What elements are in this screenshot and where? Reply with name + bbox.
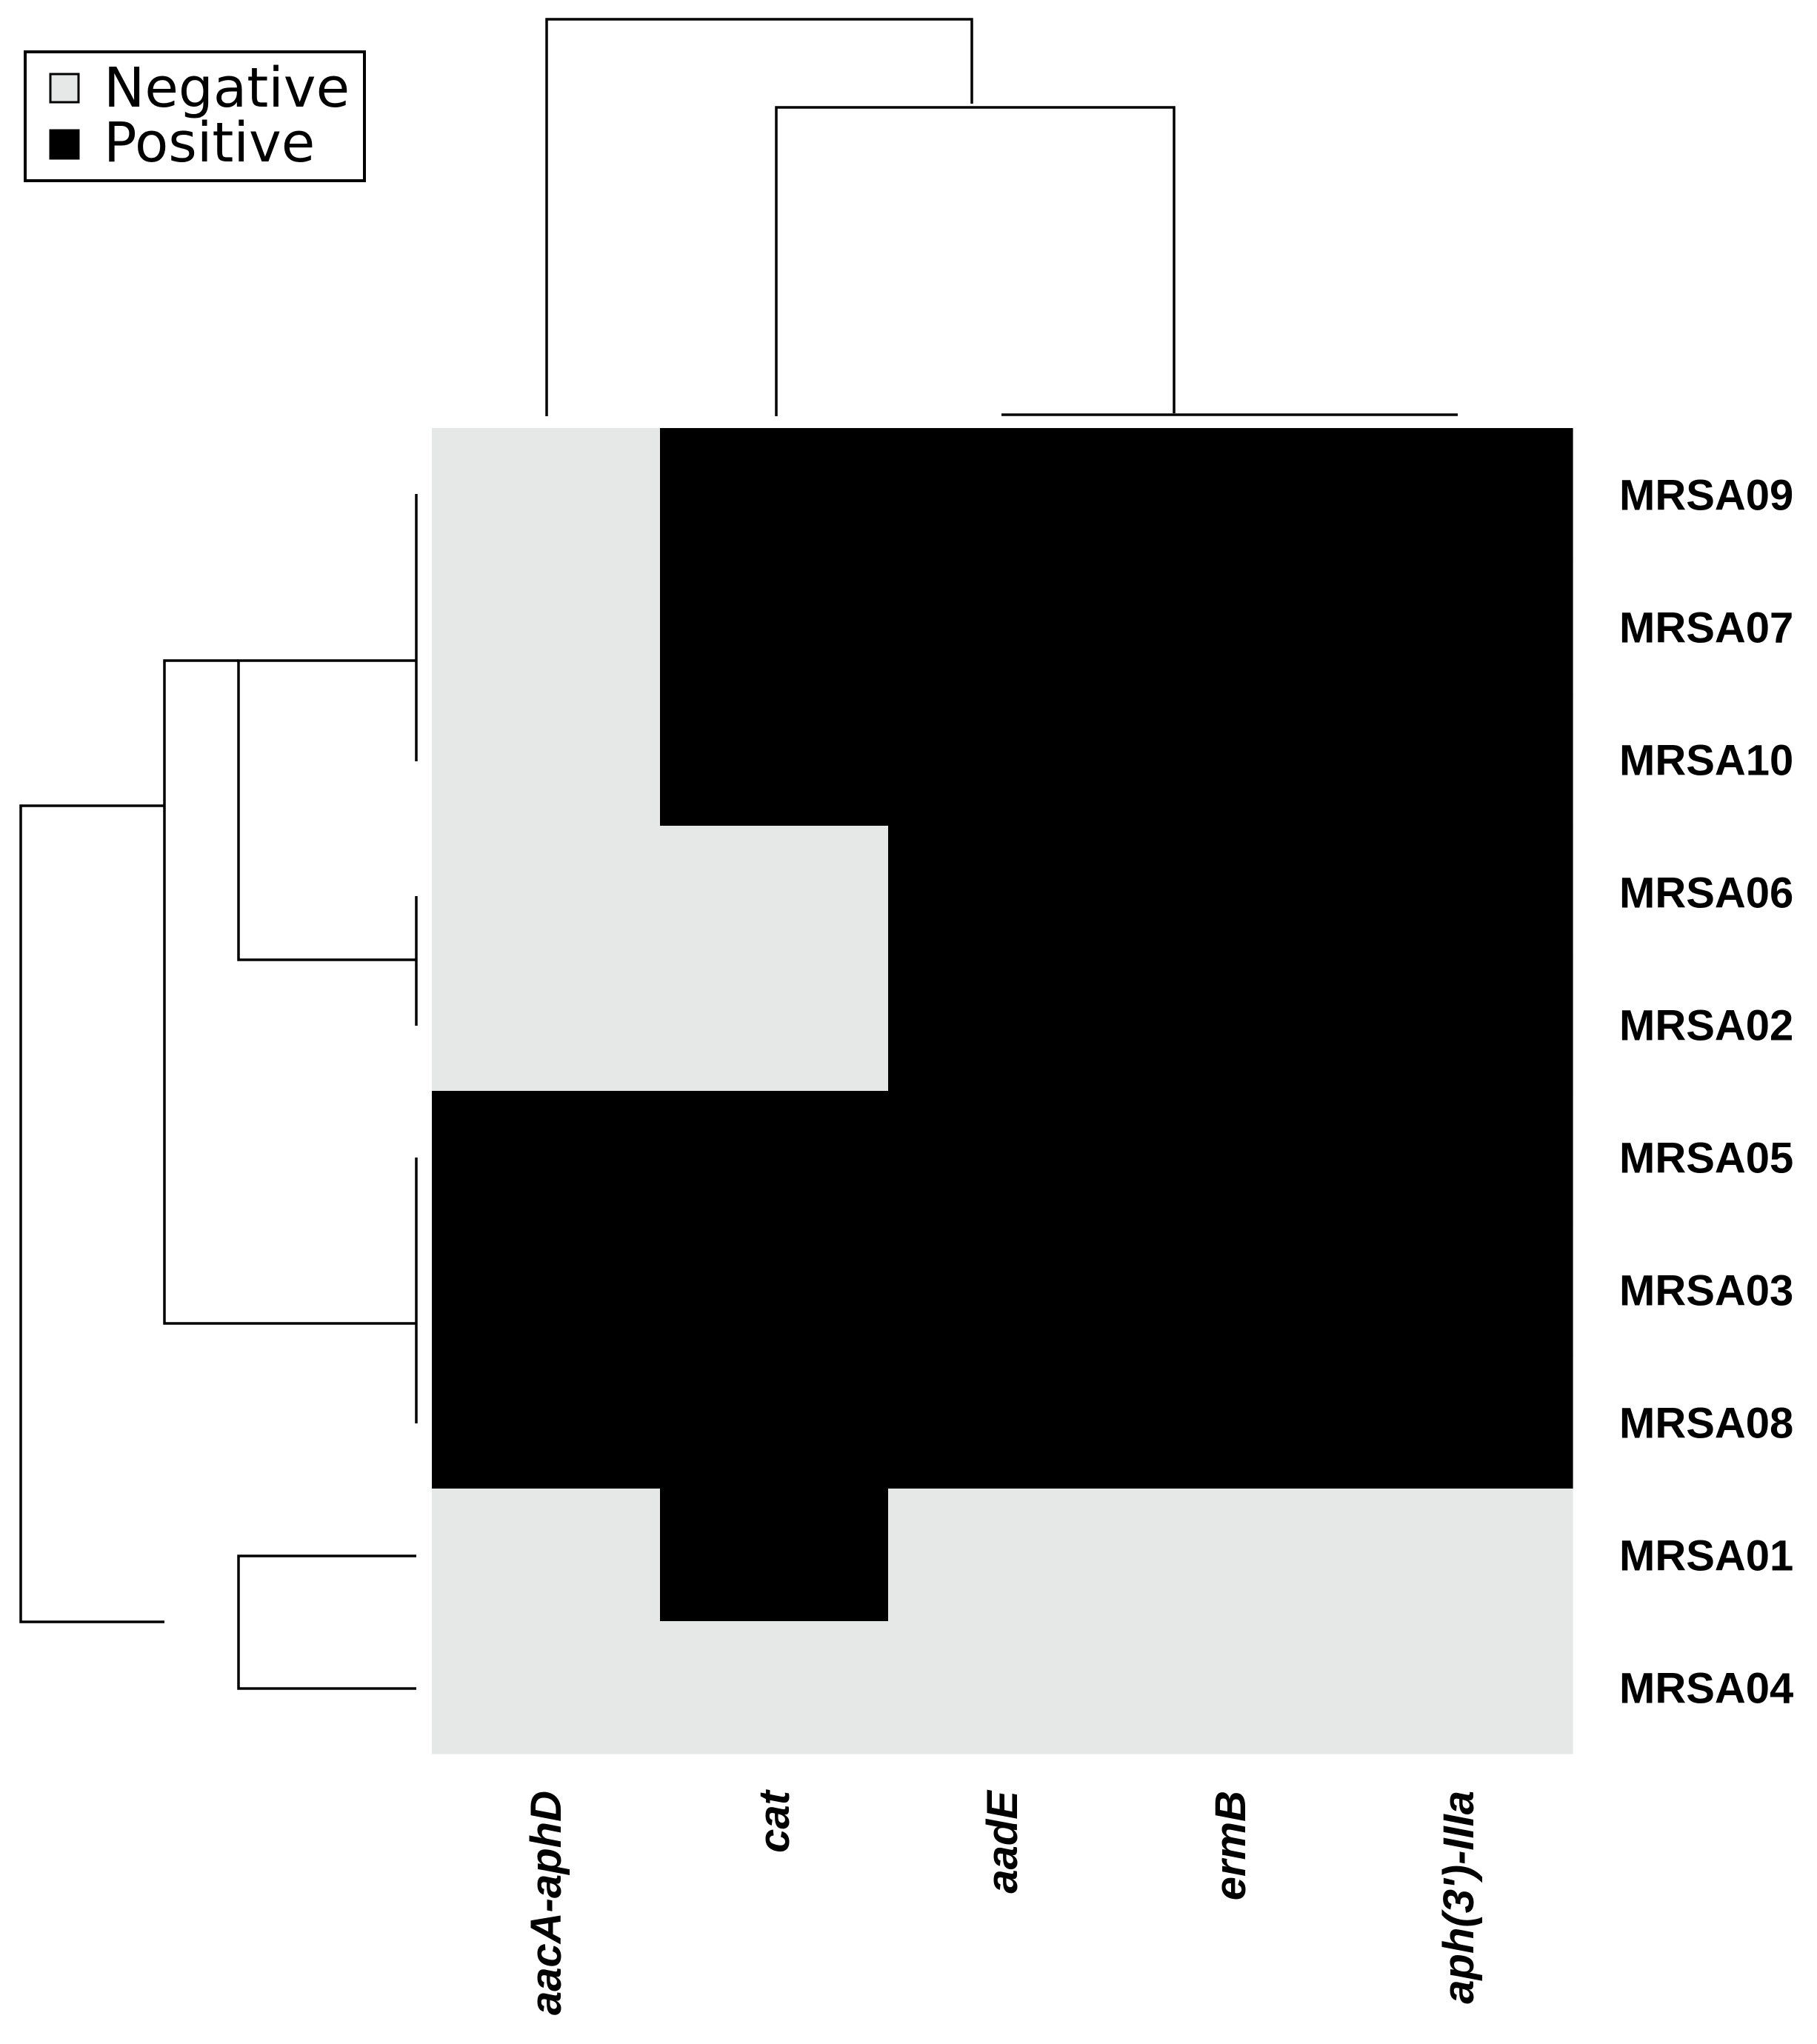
heatmap-cell-MRSA08-aph(3')-IIIa [1344,1356,1573,1489]
heatmap-cell-MRSA06-ermB [1116,826,1345,959]
heatmap-cell-MRSA08-aacA-aphD [432,1356,661,1489]
heatmap-cell-MRSA08-cat [660,1356,889,1489]
row-label-MRSA08: MRSA08 [1619,1400,1793,1448]
heatmap-cells [432,428,1573,1754]
row-dendro-lower [237,1554,416,1690]
heatmap-cell-MRSA09-aadE [888,428,1117,561]
heatmap-cell-MRSA04-aph(3')-IIIa [1344,1621,1573,1754]
column-label-aacA-aphD: aacA-aphD [522,1791,570,2015]
heatmap-cell-MRSA02-ermB [1116,958,1345,1092]
heatmap-cell-MRSA05-aacA-aphD [432,1091,661,1224]
heatmap-cell-MRSA01-aph(3')-IIIa [1344,1489,1573,1622]
heatmap-cell-MRSA07-aph(3')-IIIa [1344,561,1573,694]
heatmap-cell-MRSA03-aadE [888,1223,1117,1357]
heatmap-cell-MRSA02-aacA-aphD [432,958,661,1092]
heatmap-cell-MRSA03-aacA-aphD [432,1223,661,1357]
heatmap-cell-MRSA02-aph(3')-IIIa [1344,958,1573,1092]
heatmap-cell-MRSA01-ermB [1116,1489,1345,1622]
heatmap-cell-MRSA10-aadE [888,693,1117,826]
column-dendrogram [545,18,1458,416]
row-label-MRSA06: MRSA06 [1619,869,1793,918]
row-label-MRSA03: MRSA03 [1619,1267,1793,1315]
heatmap-cell-MRSA04-cat [660,1621,889,1754]
column-label-aph(3')-IIIa: aph(3')-IIIa [1435,1791,1483,2004]
heatmap-cell-MRSA05-aph(3')-IIIa [1344,1091,1573,1224]
heatmap-cell-MRSA10-cat [660,693,889,826]
heatmap-cell-MRSA07-aadE [888,561,1117,694]
heatmap-cell-MRSA02-aadE [888,958,1117,1092]
heatmap-cell-MRSA09-aacA-aphD [432,428,661,561]
row-label-MRSA04: MRSA04 [1619,1665,1793,1713]
heatmap-cell-MRSA09-cat [660,428,889,561]
heatmap-cell-MRSA07-cat [660,561,889,694]
heatmap-cell-MRSA04-aacA-aphD [432,1621,661,1754]
row-label-MRSA07: MRSA07 [1619,604,1793,652]
heatmap-cell-MRSA09-ermB [1116,428,1345,561]
heatmap-cell-MRSA06-aph(3')-IIIa [1344,826,1573,959]
heatmap-cell-MRSA05-ermB [1116,1091,1345,1224]
heatmap-cell-MRSA04-ermB [1116,1621,1345,1754]
heatmap-cell-MRSA06-cat [660,826,889,959]
heatmap-cell-MRSA01-aacA-aphD [432,1489,661,1622]
heatmap-cell-MRSA03-cat [660,1223,889,1357]
column-label-cat: cat [750,1788,799,1853]
heatmap-cell-MRSA03-ermB [1116,1223,1345,1357]
heatmap-cell-MRSA04-aadE [888,1621,1117,1754]
heatmap-cell-MRSA08-aadE [888,1356,1117,1489]
heatmap-cell-MRSA06-aacA-aphD [432,826,661,959]
row-dendrogram [19,494,418,1690]
heatmap-cell-MRSA10-aacA-aphD [432,693,661,826]
row-label-MRSA02: MRSA02 [1619,1002,1793,1050]
heatmap-cell-MRSA10-aph(3')-IIIa [1344,693,1573,826]
row-label-MRSA10: MRSA10 [1619,737,1793,785]
heatmap-cell-MRSA07-aacA-aphD [432,561,661,694]
heatmap-cell-MRSA01-aadE [888,1489,1117,1622]
heatmap-cell-MRSA02-cat [660,958,889,1092]
legend-label-negative: Negative [104,56,350,120]
heatmap-cell-MRSA09-aph(3')-IIIa [1344,428,1573,561]
heatmap-cell-MRSA08-ermB [1116,1356,1345,1489]
legend-swatch-negative [49,73,80,104]
row-dendro-cluster-a [237,659,416,961]
heatmap-cell-MRSA05-aadE [888,1091,1117,1224]
row-dendro-upper [163,659,416,1325]
heatmap-cell-MRSA01-cat [660,1489,889,1622]
col-dendro-root [545,18,973,416]
column-label-ermB: ermB [1207,1791,1255,1900]
row-label-MRSA05: MRSA05 [1619,1135,1793,1183]
row-label-MRSA09: MRSA09 [1619,472,1793,520]
heatmap-cell-MRSA06-aadE [888,826,1117,959]
legend-label-positive: Positive [104,111,315,175]
col-dendro-branch-cat [775,106,1176,416]
legend-box [24,50,366,182]
legend: Negative Positive [24,50,366,182]
heatmap-cell-MRSA03-aph(3')-IIIa [1344,1223,1573,1357]
row-label-MRSA01: MRSA01 [1619,1532,1793,1580]
heatmap-cell-MRSA07-ermB [1116,561,1345,694]
row-dendro-root [19,804,164,1623]
column-label-aadE: aadE [978,1789,1027,1894]
heatmap-cell-MRSA10-ermB [1116,693,1345,826]
heatmap-cell-MRSA05-cat [660,1091,889,1224]
row-labels: MRSA09 MRSA07 MRSA10 MRSA06 MRSA02 MRSA05 MRSA… [1619,472,1793,1713]
legend-swatch-positive [49,129,80,160]
column-labels: aacA-aphD cat aadE ermB aph(3')-IIIa [522,1788,1483,2015]
